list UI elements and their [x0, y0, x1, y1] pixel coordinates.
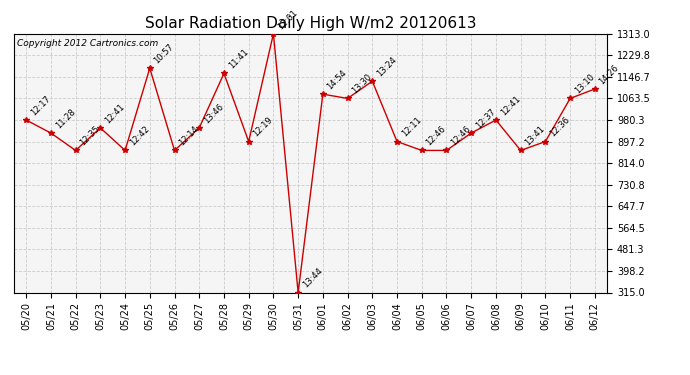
- Text: 14:26: 14:26: [598, 63, 621, 86]
- Text: 12:41: 12:41: [103, 102, 126, 125]
- Text: 12:19: 12:19: [251, 116, 275, 139]
- Text: 11:41: 11:41: [227, 48, 250, 70]
- Text: Copyright 2012 Cartronics.com: Copyright 2012 Cartronics.com: [17, 39, 158, 48]
- Text: 13:10: 13:10: [573, 72, 596, 96]
- Text: 12:46: 12:46: [449, 124, 473, 148]
- Text: 12:14: 12:14: [177, 124, 201, 148]
- Text: 12:42: 12:42: [128, 124, 151, 148]
- Text: 13:41: 13:41: [524, 124, 546, 148]
- Text: 12:46: 12:46: [424, 124, 448, 148]
- Text: 12:37: 12:37: [474, 107, 497, 130]
- Text: 13:44: 13:44: [301, 267, 324, 290]
- Text: 12:36: 12:36: [548, 116, 571, 139]
- Text: 12:01: 12:01: [276, 8, 299, 31]
- Text: 12:41: 12:41: [499, 94, 522, 117]
- Text: 12:17: 12:17: [29, 94, 52, 117]
- Text: 13:24: 13:24: [375, 55, 398, 78]
- Text: 12:35: 12:35: [79, 124, 101, 148]
- Text: 11:28: 11:28: [54, 107, 77, 130]
- Text: 14:54: 14:54: [326, 68, 349, 92]
- Title: Solar Radiation Daily High W/m2 20120613: Solar Radiation Daily High W/m2 20120613: [145, 16, 476, 31]
- Text: 10:57: 10:57: [152, 42, 176, 66]
- Text: 13:30: 13:30: [351, 72, 374, 96]
- Text: 12:11: 12:11: [400, 116, 423, 139]
- Text: 13:46: 13:46: [202, 102, 226, 125]
